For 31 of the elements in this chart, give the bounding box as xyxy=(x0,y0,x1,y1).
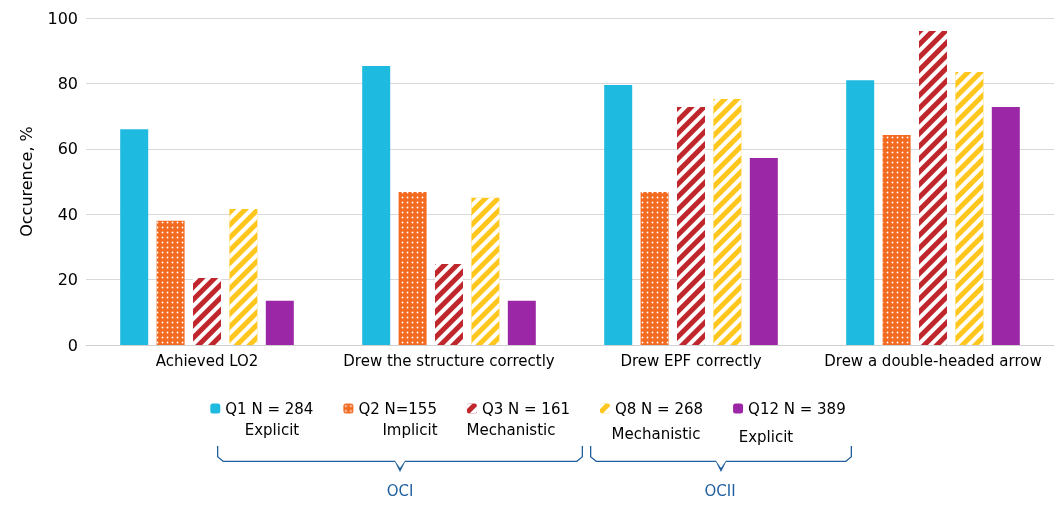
legend-label: Q3 N = 161 xyxy=(481,399,570,418)
y-tick-label: 20 xyxy=(57,270,78,290)
bar xyxy=(120,129,149,345)
bar xyxy=(604,85,633,345)
y-tick-label: 40 xyxy=(57,204,78,224)
text: Explicit xyxy=(244,421,300,439)
bar xyxy=(265,300,294,345)
legend-label: Q12 N = 389 xyxy=(748,399,846,418)
y-tick-label: 0 xyxy=(67,335,78,355)
text: Implicit xyxy=(382,421,438,439)
y-tick-label: 80 xyxy=(57,73,78,93)
x-tick-label: Drew a double-headed arrow xyxy=(824,351,1042,370)
text: Explicit xyxy=(738,428,794,446)
bar xyxy=(507,300,536,345)
legend-label: Q1 N = 284 xyxy=(225,399,314,418)
text: Mechanistic xyxy=(611,425,701,443)
legend-label: Q8 N = 268 xyxy=(615,399,704,418)
x-tick-label: Drew EPF correctly xyxy=(620,351,762,370)
legend-label: Q2 N=155 xyxy=(358,399,437,418)
text: OCI xyxy=(386,482,414,500)
y-axis-title: Occurence, % xyxy=(16,126,36,237)
bar xyxy=(362,66,391,345)
bar xyxy=(991,106,1020,345)
text: Mechanistic xyxy=(466,421,556,439)
text: OCII xyxy=(704,482,736,500)
x-tick-label: Drew the structure correctly xyxy=(343,351,555,370)
y-tick-label: 100 xyxy=(47,8,78,28)
bar xyxy=(846,80,875,345)
bar xyxy=(749,157,778,345)
y-tick-label: 60 xyxy=(57,139,78,159)
x-tick-label: Achieved LO2 xyxy=(155,351,259,370)
